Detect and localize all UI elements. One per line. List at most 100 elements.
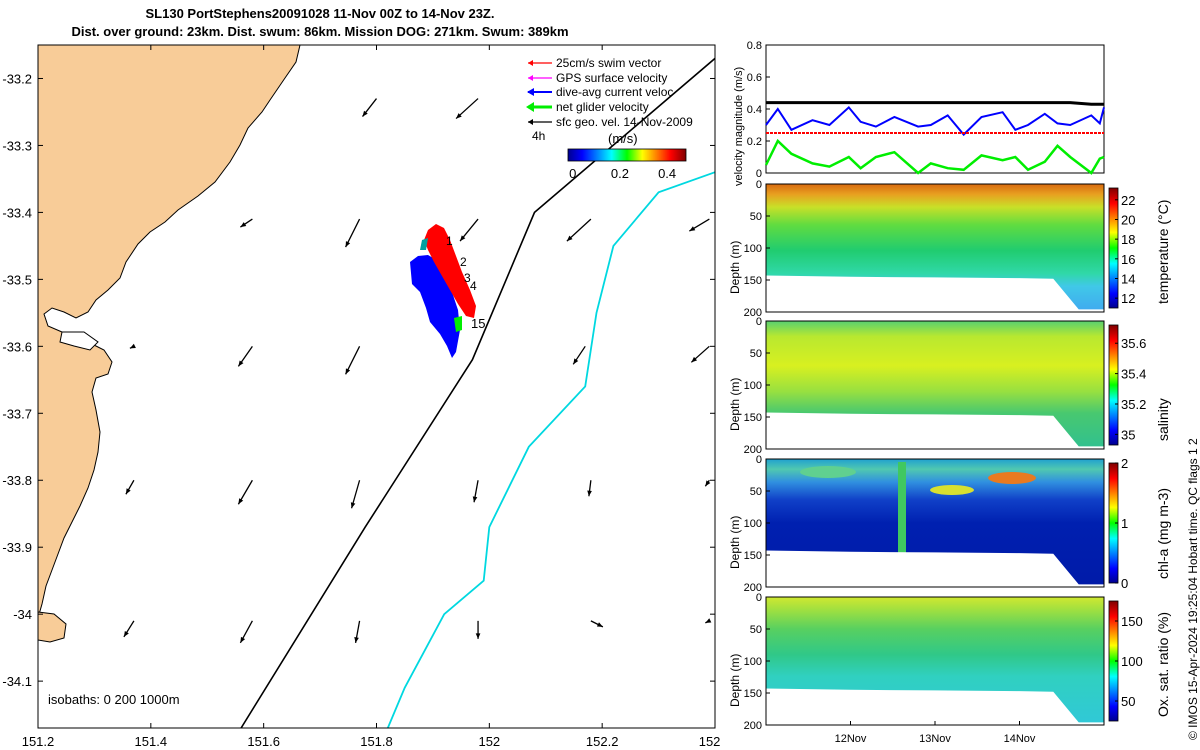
colorbar-tick-label: 16 [1121, 252, 1135, 267]
depth-tick-label: 200 [744, 720, 762, 732]
panel-chlorophyll [766, 459, 1104, 587]
section-colorbar [1108, 462, 1119, 584]
map-x-tick-label: 152.2 [586, 734, 619, 749]
chl-surface-patch [800, 466, 856, 478]
colorbar-tick-label: 2 [1121, 456, 1128, 471]
map-x-tick-label: 151.2 [22, 734, 55, 749]
legend-item-gps-velocity: GPS surface velocity [528, 71, 667, 85]
geo-vector-19 [239, 620, 253, 644]
geostrophic-vectors [123, 98, 712, 644]
track-label-3: 3 [464, 271, 471, 285]
glider-track [410, 224, 476, 358]
track-label-2: 2 [460, 255, 467, 269]
depth-tick-label: 0 [756, 316, 762, 328]
map-y-tick-label: -33.9 [2, 540, 32, 555]
geo-vector-21 [475, 620, 481, 639]
geo-vector-16 [587, 480, 592, 497]
depth-tick-label: 0 [756, 179, 762, 191]
colorbar-label: salinity [1155, 398, 1171, 441]
colorbar-label: temperature (°C) [1155, 200, 1171, 304]
svg-text:25cm/s swim vector: 25cm/s swim vector [556, 56, 661, 70]
coastline-land [38, 45, 301, 619]
depth-tick-label: 100 [744, 243, 762, 255]
velocity-y-tick-label: 0.4 [747, 104, 762, 116]
depth-tick-label: 0 [756, 454, 762, 466]
chlorophyll-field [766, 459, 1104, 587]
panel-salinity [766, 321, 1104, 449]
depth-tick-label: 200 [744, 307, 762, 319]
geo-vector-22 [590, 620, 604, 628]
map-colorbar-tick-label: 0.4 [658, 166, 676, 181]
section-frame [765, 183, 1105, 313]
map-y-tick-label: -34 [13, 607, 32, 622]
oxygen-field [766, 597, 1104, 725]
colorbar-tick-label: 100 [1121, 654, 1143, 669]
depth-tick-label: 200 [744, 444, 762, 456]
depth-tick-label: 150 [744, 412, 762, 424]
gps-segment [420, 238, 428, 250]
velocity-panel: 0 0.2 0.4 0.6 0.8 velocity magnitude (m/s) [733, 40, 1105, 186]
geo-vector-12 [125, 479, 135, 495]
panel-temperature [766, 184, 1104, 312]
geo-vector-13 [237, 479, 253, 505]
salinity-field [766, 321, 1104, 449]
figure-title-line1: SL130 PortStephens20091028 11-Nov 00Z to… [145, 6, 495, 21]
depth-tick-label: 100 [744, 656, 762, 668]
map-colorbar [567, 148, 687, 162]
geo-vector-5 [566, 218, 592, 242]
depth-tick-label: 50 [750, 624, 762, 636]
panel-oxygen [766, 597, 1104, 725]
map-legend: 25cm/s swim vector GPS surface velocity … [526, 56, 693, 181]
velocity-plot-area [765, 44, 1105, 174]
colorbar-tick-label: 18 [1121, 232, 1135, 247]
section-colorbar [1108, 187, 1119, 309]
section-frame [765, 458, 1105, 588]
chl-max-patch [988, 472, 1036, 484]
velocity-series [764, 101, 1105, 175]
depth-tick-label: 50 [750, 486, 762, 498]
geo-vector-11 [690, 345, 710, 363]
svg-text:dive-avg current veloc: dive-avg current veloc [556, 85, 673, 99]
map-x-tick-label: 151.4 [135, 734, 168, 749]
depth-tick-label: 100 [744, 518, 762, 530]
colorbar-tick-label: 0 [1121, 576, 1128, 591]
legend-item-swim-vector: 25cm/s swim vector [528, 56, 661, 70]
isobath-label: isobaths: 0 200 1000m [48, 692, 180, 707]
colorbar-tick-label: 14 [1121, 271, 1135, 286]
map-y-tick-label: -33.4 [2, 205, 32, 220]
depth-axis-label: Depth (m) [728, 654, 742, 707]
velocity-series-3 [764, 138, 1105, 175]
svg-text:net glider velocity: net glider velocity [556, 100, 649, 114]
depth-tick-label: 50 [750, 211, 762, 223]
island-south [38, 611, 67, 643]
map-colorbar-unit: (m/s) [608, 131, 638, 146]
map-colorbar-ticks: 0 0.2 0.4 [569, 166, 676, 181]
velocity-series-0 [766, 101, 1104, 106]
map-y-tick-label: -34.1 [2, 674, 32, 689]
colorbar-tick-label: 35.4 [1121, 367, 1146, 382]
map-y-tick-label: -33.6 [2, 339, 32, 354]
chl-patch [930, 485, 974, 495]
map-y-tick-label: -33.3 [2, 138, 32, 153]
depth-tick-label: 200 [744, 582, 762, 594]
seafloor-mask [766, 412, 1104, 449]
chl-plume [898, 462, 906, 560]
track-label-15: 15 [471, 316, 485, 331]
map-y-tick-label: -33.8 [2, 473, 32, 488]
map-colorbar-tick-label: 0 [569, 166, 576, 181]
depth-tick-label: 150 [744, 275, 762, 287]
map-x-tick-label: 152.4 [699, 734, 720, 749]
colorbar-tick-label: 150 [1121, 614, 1143, 629]
bay-inlet [59, 331, 99, 351]
legend-item-dive-avg: dive-avg current veloc [527, 85, 673, 99]
colorbar-tick-label: 50 [1121, 694, 1135, 709]
geo-vector-14 [350, 480, 361, 509]
geo-vector-1 [455, 98, 479, 120]
legend-item-sfc-geo: sfc geo. vel. 14-Nov-2009 [528, 115, 693, 129]
depth-axis-label: Depth (m) [728, 516, 742, 569]
velocity-y-tick-label: 0 [756, 168, 762, 180]
map-y-tick-label: -33.5 [2, 272, 32, 287]
geo-vector-3 [344, 218, 361, 248]
